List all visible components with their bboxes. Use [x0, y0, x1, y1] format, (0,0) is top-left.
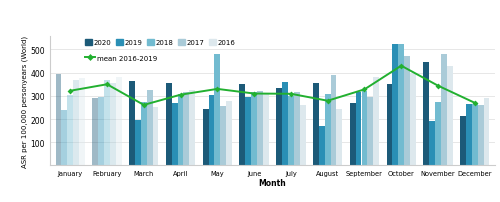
Bar [330, 76, 336, 166]
Bar [288, 96, 294, 166]
Bar [313, 84, 319, 166]
Bar [79, 79, 85, 166]
Bar [460, 116, 466, 166]
Bar [226, 101, 232, 166]
Bar [129, 81, 135, 166]
Bar [135, 121, 141, 166]
Bar [92, 99, 98, 166]
Bar [447, 66, 452, 166]
Bar [435, 102, 441, 166]
Bar [184, 93, 190, 166]
Bar [441, 55, 447, 166]
Bar [276, 88, 282, 166]
Bar [208, 95, 214, 166]
Bar [319, 126, 324, 166]
Bar [62, 110, 68, 166]
Bar [110, 84, 116, 166]
Bar [466, 104, 472, 166]
Bar [398, 44, 404, 166]
Bar [104, 80, 110, 166]
Bar [472, 104, 478, 166]
Bar [202, 109, 208, 166]
Bar [392, 44, 398, 166]
Bar [166, 84, 172, 166]
Bar [190, 91, 196, 166]
Bar [263, 94, 269, 166]
Bar [294, 93, 300, 166]
Bar [386, 85, 392, 166]
Bar [429, 122, 435, 166]
X-axis label: Month: Month [258, 178, 286, 187]
Legend: mean 2016-2019: mean 2016-2019 [84, 55, 158, 61]
Bar [362, 92, 368, 166]
Bar [368, 98, 374, 166]
Bar [141, 102, 146, 166]
Bar [424, 63, 429, 166]
Bar [350, 103, 356, 166]
Bar [257, 92, 263, 166]
Bar [98, 98, 104, 166]
Bar [251, 93, 257, 166]
Bar [146, 91, 152, 166]
Bar [478, 106, 484, 166]
Bar [410, 73, 416, 166]
Bar [214, 55, 220, 166]
Bar [374, 78, 379, 166]
Bar [73, 80, 79, 166]
Bar [300, 106, 306, 166]
Bar [220, 107, 226, 166]
Bar [484, 99, 490, 166]
Bar [282, 83, 288, 166]
Bar [68, 95, 73, 166]
Bar [152, 108, 158, 166]
Bar [324, 94, 330, 166]
Bar [240, 85, 246, 166]
Bar [336, 109, 342, 166]
Y-axis label: ASR per 100,000 personyears (World): ASR per 100,000 personyears (World) [21, 35, 28, 167]
Bar [172, 103, 177, 166]
Bar [356, 93, 362, 166]
Bar [116, 78, 121, 166]
Bar [246, 98, 251, 166]
Bar [404, 57, 410, 166]
Bar [178, 94, 184, 166]
Bar [56, 75, 62, 166]
